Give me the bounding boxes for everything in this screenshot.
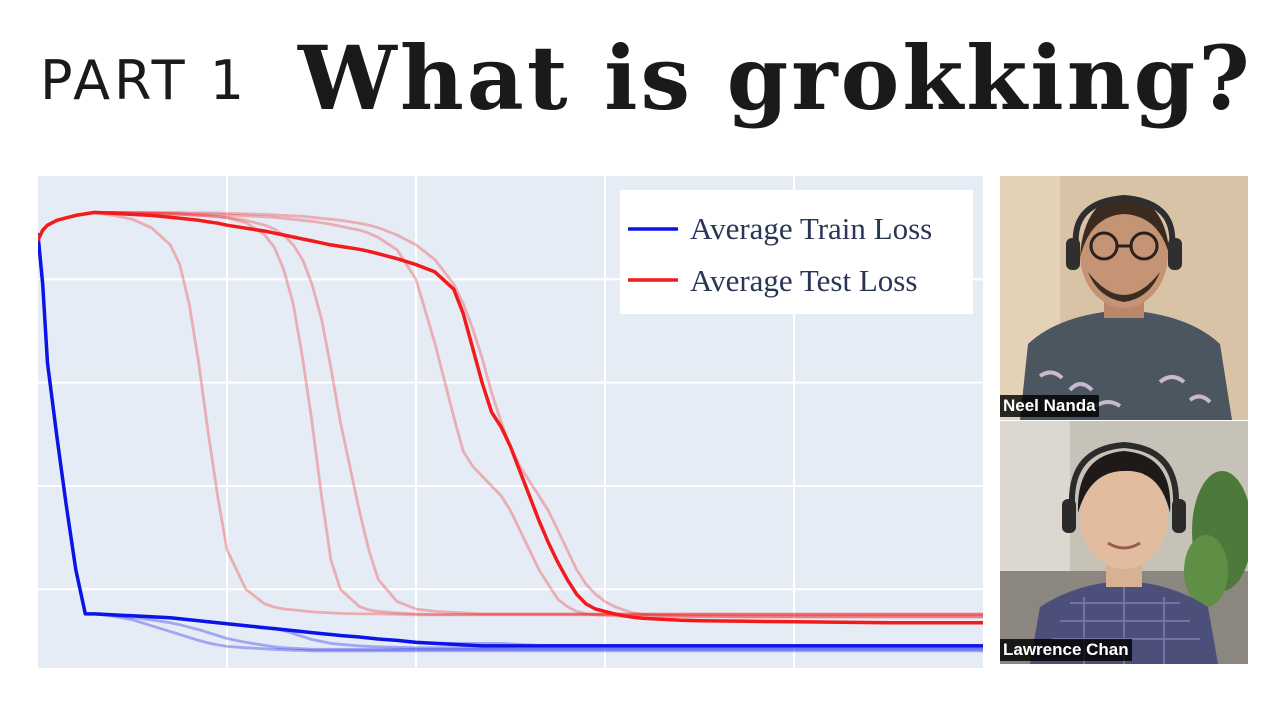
run-line-train-2 [38,233,983,653]
run-line-test-8 [38,211,983,616]
video-title: What is grokking? [298,26,1253,130]
legend-label-train: Average Train Loss [690,211,932,246]
part-label: PART 1 [40,49,249,112]
loss-chart: Average Train Loss Average Test Loss [38,176,983,668]
series-line-test-1 [38,210,983,625]
participant-avatar-neel [1000,176,1248,420]
legend-box [620,190,973,314]
run-line-test-7 [38,211,983,616]
participant-name-tag: Lawrence Chan [1000,639,1132,661]
mean-curves [38,210,983,648]
chart-legend: Average Train Loss Average Test Loss [620,190,973,314]
participant-name-tag: Neel Nanda [1000,395,1099,417]
legend-label-test: Average Test Loss [690,263,917,298]
series-line-train-0 [38,233,983,648]
run-line-test-10 [38,211,983,619]
run-line-train-3 [38,233,983,651]
video-tile-neel: Neel Nanda [1000,176,1248,420]
video-tile-lawrence: Lawrence Chan [1000,421,1248,664]
loss-chart-svg: Average Train Loss Average Test Loss [38,176,983,668]
participant-avatar-lawrence [1000,421,1248,664]
